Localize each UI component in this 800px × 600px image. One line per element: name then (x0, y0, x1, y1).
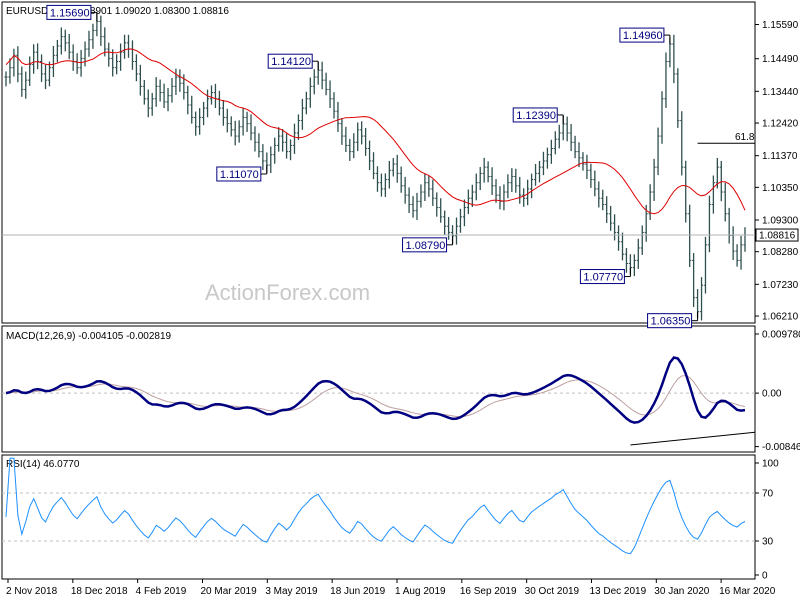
x-tick-label: 30 Jan 2020 (654, 586, 709, 597)
price-header: EURUSD,Daily 1.08901 1.09020 1.08300 1.0… (6, 6, 229, 17)
rsi-tick-label: 30 (762, 537, 774, 548)
callout-label: 1.14960 (623, 30, 663, 42)
price-tick-label: 1.09300 (762, 215, 799, 226)
rsi-grid (2, 492, 755, 542)
current-price-box (755, 228, 799, 242)
callout-box (267, 53, 313, 69)
rsi-tick-label: 100 (762, 459, 779, 470)
watermark: ActionForex.com (205, 280, 370, 305)
callout-box (402, 237, 448, 253)
macd-y-axis: 0.009780 0.00 -0.008464 (755, 330, 800, 453)
price-tick-label: 1.14490 (762, 54, 799, 65)
rsi-panel-frame (1, 454, 756, 580)
x-tick-label: 18 Jun 2019 (330, 586, 385, 597)
x-tick-label: 18 Dec 2018 (71, 586, 128, 597)
rsi-y-axis: 100 70 30 0 (755, 459, 779, 582)
x-tick-label: 16 Mar 2020 (719, 586, 776, 597)
callout-label: 1.06350 (651, 316, 691, 328)
price-panel-frame (1, 1, 756, 324)
price-tick-label: 1.15590 (762, 20, 799, 31)
callout-box (46, 4, 92, 20)
macd-line (5, 356, 746, 424)
current-price-label: 1.08816 (759, 231, 796, 242)
callout-box (512, 107, 558, 123)
macd-panel-frame (1, 325, 756, 453)
price-callouts: 1.15690 1.11070 1.14120 1.08790 1.12390 1.077… (46, 4, 699, 329)
rsi-tick-label: 0 (762, 571, 768, 582)
x-axis: 2 Nov 2018 18 Dec 2018 4 Feb 2019 20 Mar 20… (6, 579, 776, 597)
x-tick-label: 1 Aug 2019 (395, 586, 446, 597)
price-tick-label: 1.10350 (762, 183, 799, 194)
price-tick-label: 1.11370 (762, 151, 798, 162)
x-tick-label: 3 May 2019 (265, 586, 318, 597)
current-price: 1.08816 (2, 228, 799, 242)
macd-tick-label: 0.009780 (762, 330, 800, 341)
price-tick-label: 1.07230 (762, 280, 799, 291)
macd-trendline-segment (630, 431, 756, 446)
x-tick-label: 16 Sep 2019 (460, 586, 517, 597)
fibonacci-level: 61.8 (697, 132, 755, 144)
macd-tick-label: 0.00 (762, 389, 782, 400)
macd-trendline (630, 431, 756, 446)
rsi-tick-label: 70 (762, 489, 774, 500)
x-tick-label: 20 Mar 2019 (200, 586, 257, 597)
macd-tick-label: -0.008464 (762, 442, 800, 453)
price-y-axis: 1.15590 1.14490 1.13440 1.12420 1.11370 1.103… (755, 20, 799, 323)
price-tick-label: 1.12420 (762, 119, 799, 130)
price-tick-label: 1.13440 (762, 87, 799, 98)
macd-header: MACD(12,26,9) -0.004105 -0.002819 (6, 331, 172, 342)
callout-label: 1.14120 (271, 56, 311, 68)
price-bars (4, 12, 747, 321)
callout-box (647, 313, 693, 329)
x-tick-label: 4 Feb 2019 (136, 586, 187, 597)
fib-label: 61.8 (735, 132, 755, 143)
callout-label: 1.08790 (406, 240, 446, 252)
rsi-header: RSI(14) 46.0770 (6, 459, 80, 470)
callout-label: 1.11070 (220, 169, 259, 181)
callout-label: 1.07770 (583, 272, 623, 284)
price-tick-label: 1.08280 (762, 247, 799, 258)
price-tick-label: 1.06210 (762, 312, 799, 323)
callout-label: 1.12390 (516, 110, 556, 122)
callout-box (619, 27, 665, 43)
x-tick-label: 13 Dec 2019 (589, 586, 646, 597)
callout-box (579, 269, 625, 285)
macd-signal-line (5, 374, 746, 418)
x-tick-label: 2 Nov 2018 (6, 586, 58, 597)
rsi-line (5, 457, 746, 555)
moving-average-line (5, 48, 746, 215)
x-tick-label: 30 Oct 2019 (525, 586, 580, 597)
callout-box (216, 166, 262, 182)
callout-label: 1.15690 (50, 7, 90, 19)
